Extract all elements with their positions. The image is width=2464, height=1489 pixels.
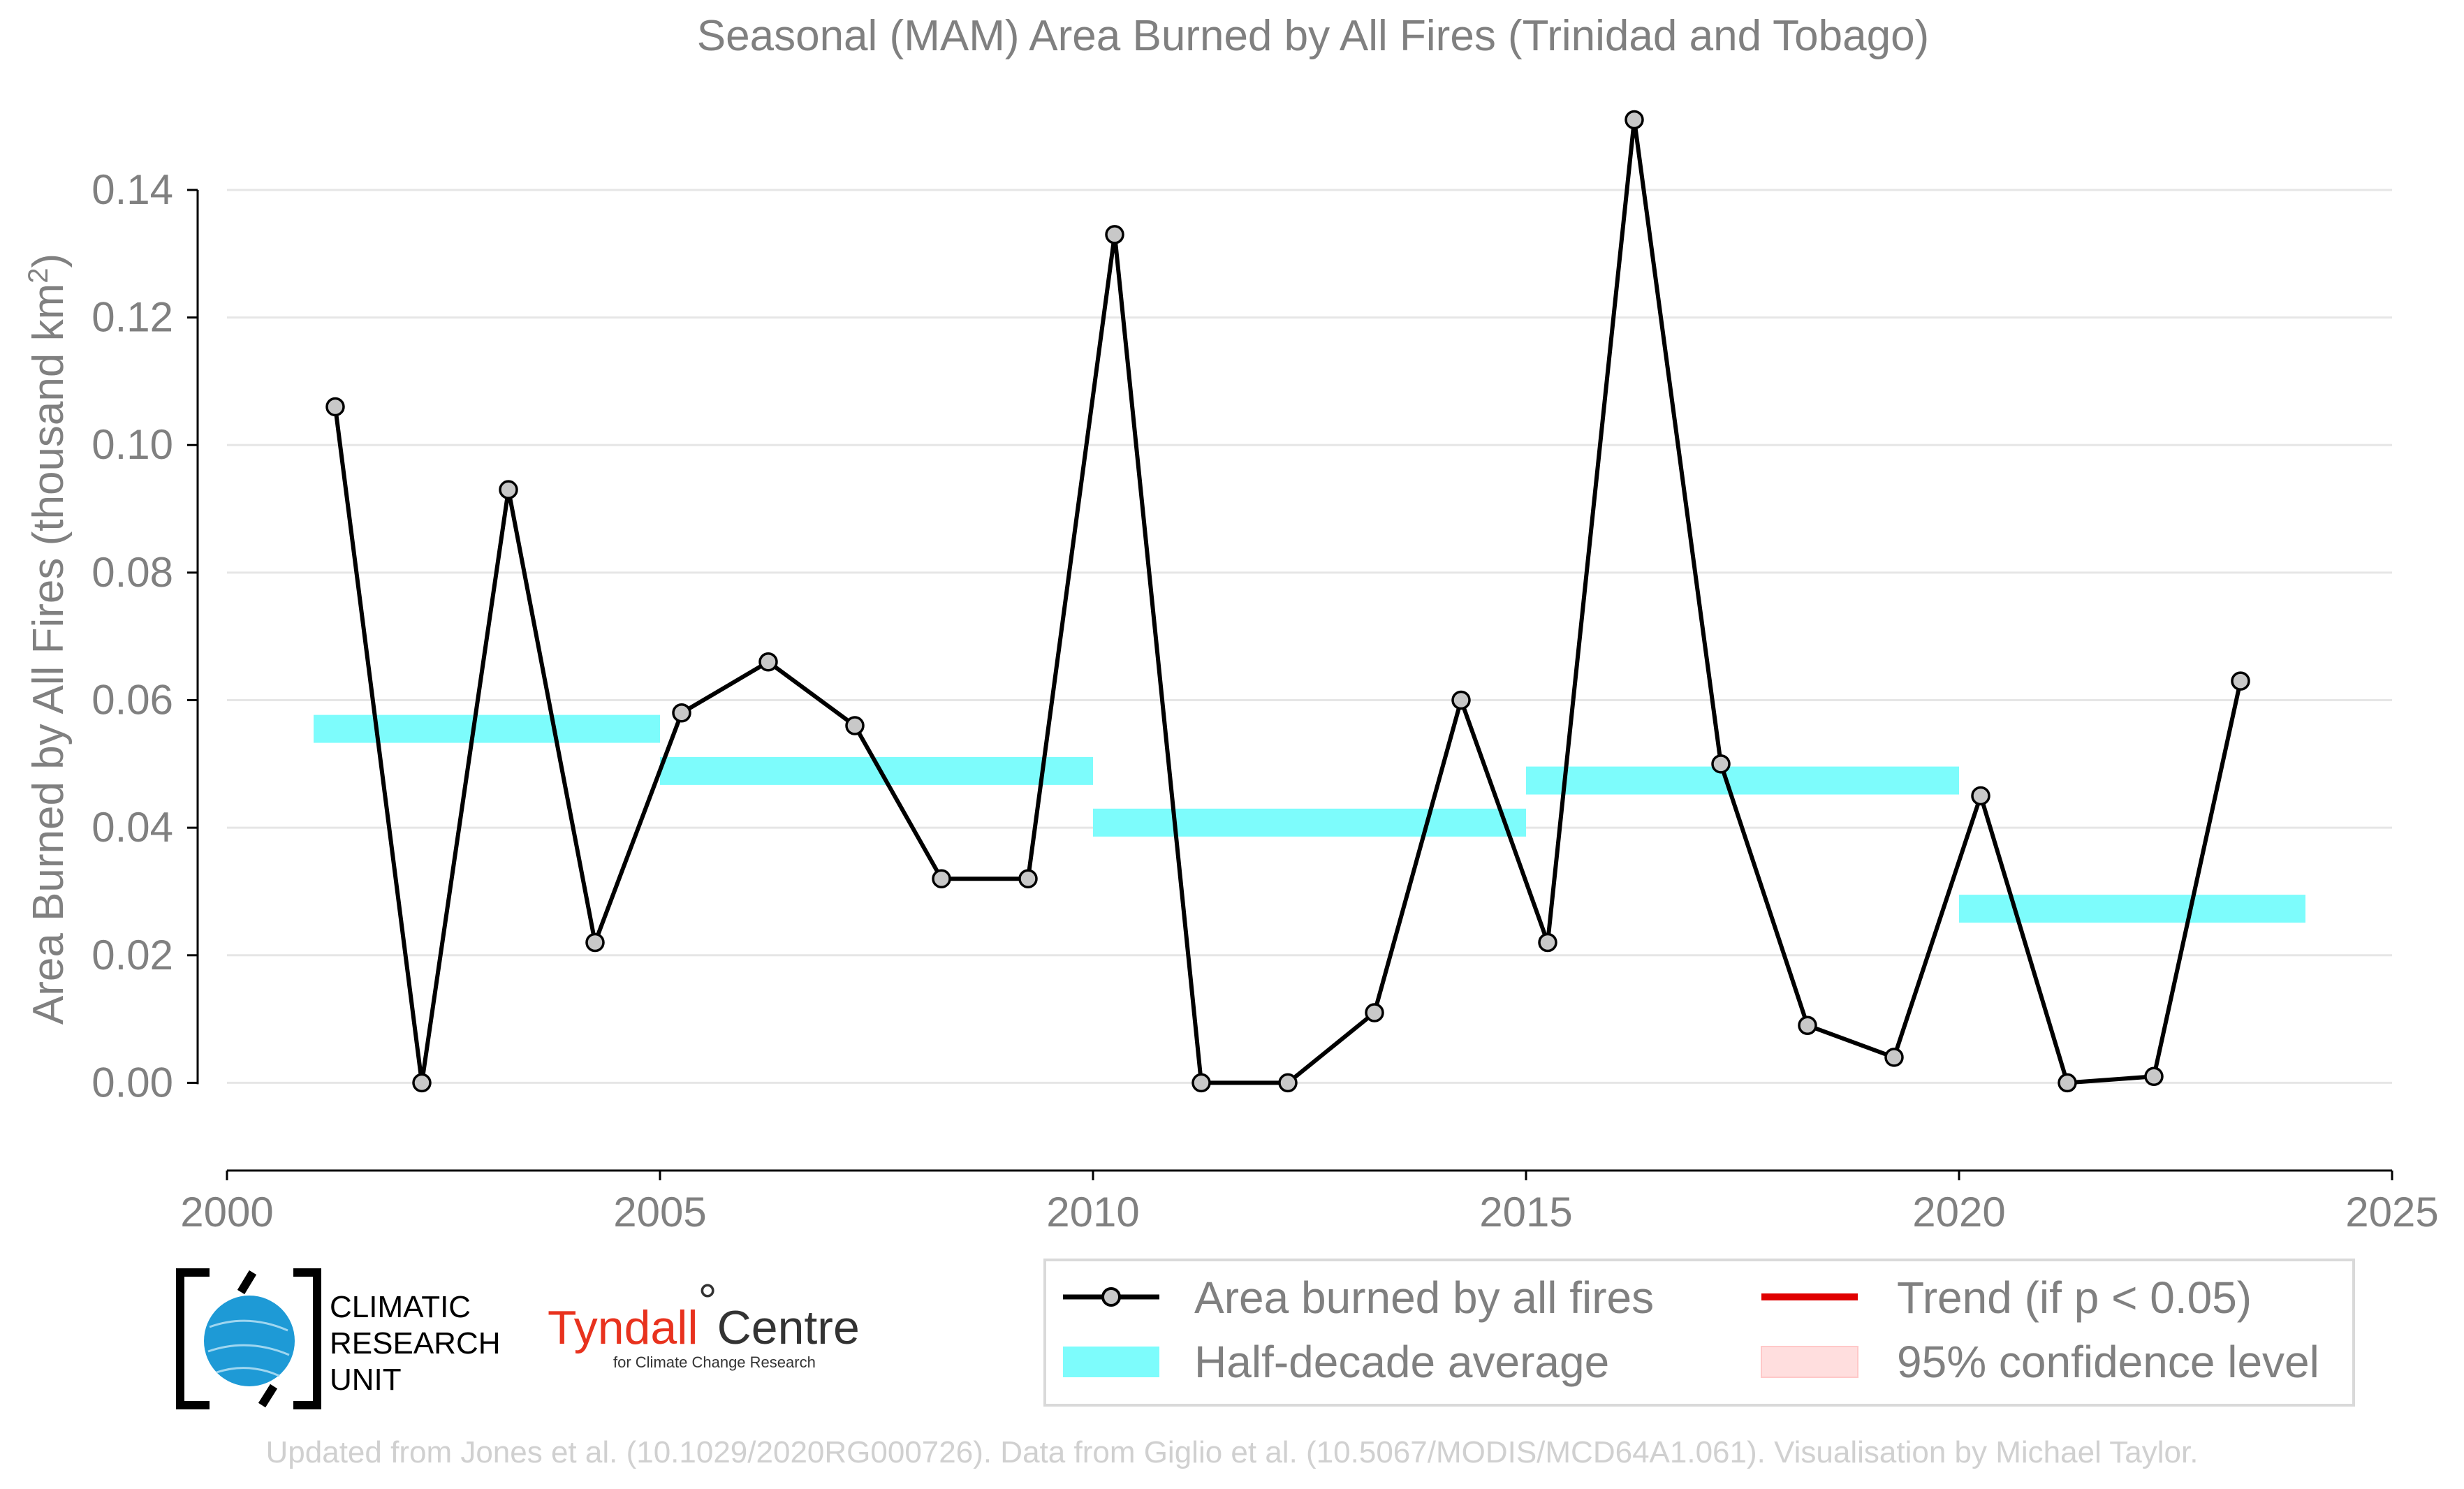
- x-tick-label: 2005: [613, 1189, 706, 1235]
- data-point: [1018, 869, 1038, 888]
- tyndall-logo-degree: °: [698, 1275, 717, 1328]
- data-point: [2058, 1073, 2077, 1093]
- tyndall-logo-title: Tyndall°Centre: [548, 1275, 860, 1354]
- data-point: [758, 652, 778, 672]
- data-point: [845, 716, 865, 735]
- y-tick-label: 0.08: [91, 549, 173, 596]
- cru-logo-line3: UNIT: [330, 1363, 402, 1397]
- cru-logo-line1: CLIMATIC: [330, 1290, 471, 1324]
- cru-logo-frame: [176, 1268, 321, 1409]
- y-axis-label: Area Burned by All Fires (thousand km2): [23, 254, 73, 1025]
- legend-swatch-confidence: [1761, 1346, 1858, 1378]
- data-point: [2144, 1066, 2164, 1087]
- data-point: [1278, 1073, 1298, 1093]
- data-point: [1971, 786, 1990, 806]
- legend-box: [1043, 1259, 2355, 1407]
- x-tick-label: 2000: [180, 1189, 273, 1235]
- x-tick-label: 2015: [1479, 1189, 1572, 1235]
- y-tick-label: 0.10: [91, 421, 173, 468]
- x-tick-label: 2020: [1912, 1189, 2005, 1235]
- tyndall-logo-main: Tyndall: [548, 1301, 698, 1354]
- y-tick-label: 0.04: [91, 804, 173, 851]
- data-point: [1798, 1015, 1817, 1035]
- data-point: [1538, 932, 1557, 953]
- data-point: [499, 480, 518, 499]
- data-point: [1884, 1048, 1904, 1067]
- data-point: [1105, 225, 1124, 244]
- y-axis-label-superscript: 2: [23, 268, 54, 284]
- data-point: [1191, 1073, 1211, 1093]
- half-decade-bar: [1093, 808, 1526, 837]
- cru-logo-line2: RESEARCH: [330, 1326, 501, 1360]
- tyndall-logo-centre: Centre: [717, 1301, 860, 1354]
- half-decade-bar: [314, 714, 660, 743]
- y-axis-label-close: ): [24, 254, 73, 268]
- globe-icon: [204, 1296, 295, 1386]
- legend-label-series: Area burned by all fires: [1194, 1272, 1654, 1323]
- x-tick-label: 2025: [2345, 1189, 2438, 1235]
- data-point: [932, 869, 951, 888]
- data-point: [1451, 690, 1471, 710]
- y-tick-label: 0.14: [91, 166, 173, 213]
- series-area-burned: [325, 110, 2250, 1093]
- chart-title: Seasonal (MAM) Area Burned by All Fires …: [697, 12, 1929, 60]
- legend-label-confidence: 95% confidence level: [1897, 1337, 2319, 1387]
- data-point: [325, 397, 345, 417]
- data-point: [672, 703, 691, 723]
- tyndall-logo-subtitle: for Climate Change Research: [613, 1354, 816, 1371]
- y-axis-label-main: Area Burned by All Fires (thousand km: [24, 284, 73, 1025]
- y-tick-label: 0.02: [91, 932, 173, 978]
- legend-marker-series: [1101, 1287, 1121, 1307]
- data-point: [585, 932, 605, 953]
- half-decade-bars: [314, 714, 2305, 923]
- legend-swatch-half-decade: [1063, 1347, 1159, 1377]
- data-point: [1365, 1003, 1384, 1022]
- data-point: [1625, 110, 1644, 130]
- legend: Area burned by all fires Half-decade ave…: [1043, 1259, 2355, 1407]
- half-decade-bar: [1526, 766, 1959, 795]
- y-tick-label: 0.00: [91, 1059, 173, 1106]
- legend-label-half-decade: Half-decade average: [1194, 1337, 1609, 1387]
- data-point: [1711, 754, 1731, 774]
- footer-credit: Updated from Jones et al. (10.1029/2020R…: [266, 1435, 2199, 1469]
- tyndall-logo: Tyndall°Centre for Climate Change Resear…: [548, 1275, 860, 1371]
- data-point: [412, 1073, 432, 1093]
- x-tick-label: 2010: [1046, 1189, 1139, 1235]
- y-tick-label: 0.12: [91, 294, 173, 341]
- y-tick-label: 0.06: [91, 677, 173, 724]
- legend-label-trend: Trend (if p < 0.05): [1897, 1272, 2252, 1323]
- globe-lines: [207, 1319, 290, 1377]
- axes: 0.00 0.02 0.04 0.06 0.08 0.10 0.12 0.14 2000 2005…: [91, 166, 2439, 1235]
- data-point: [2231, 671, 2250, 691]
- cru-logo: CLIMATIC RESEARCH UNIT: [176, 1268, 501, 1409]
